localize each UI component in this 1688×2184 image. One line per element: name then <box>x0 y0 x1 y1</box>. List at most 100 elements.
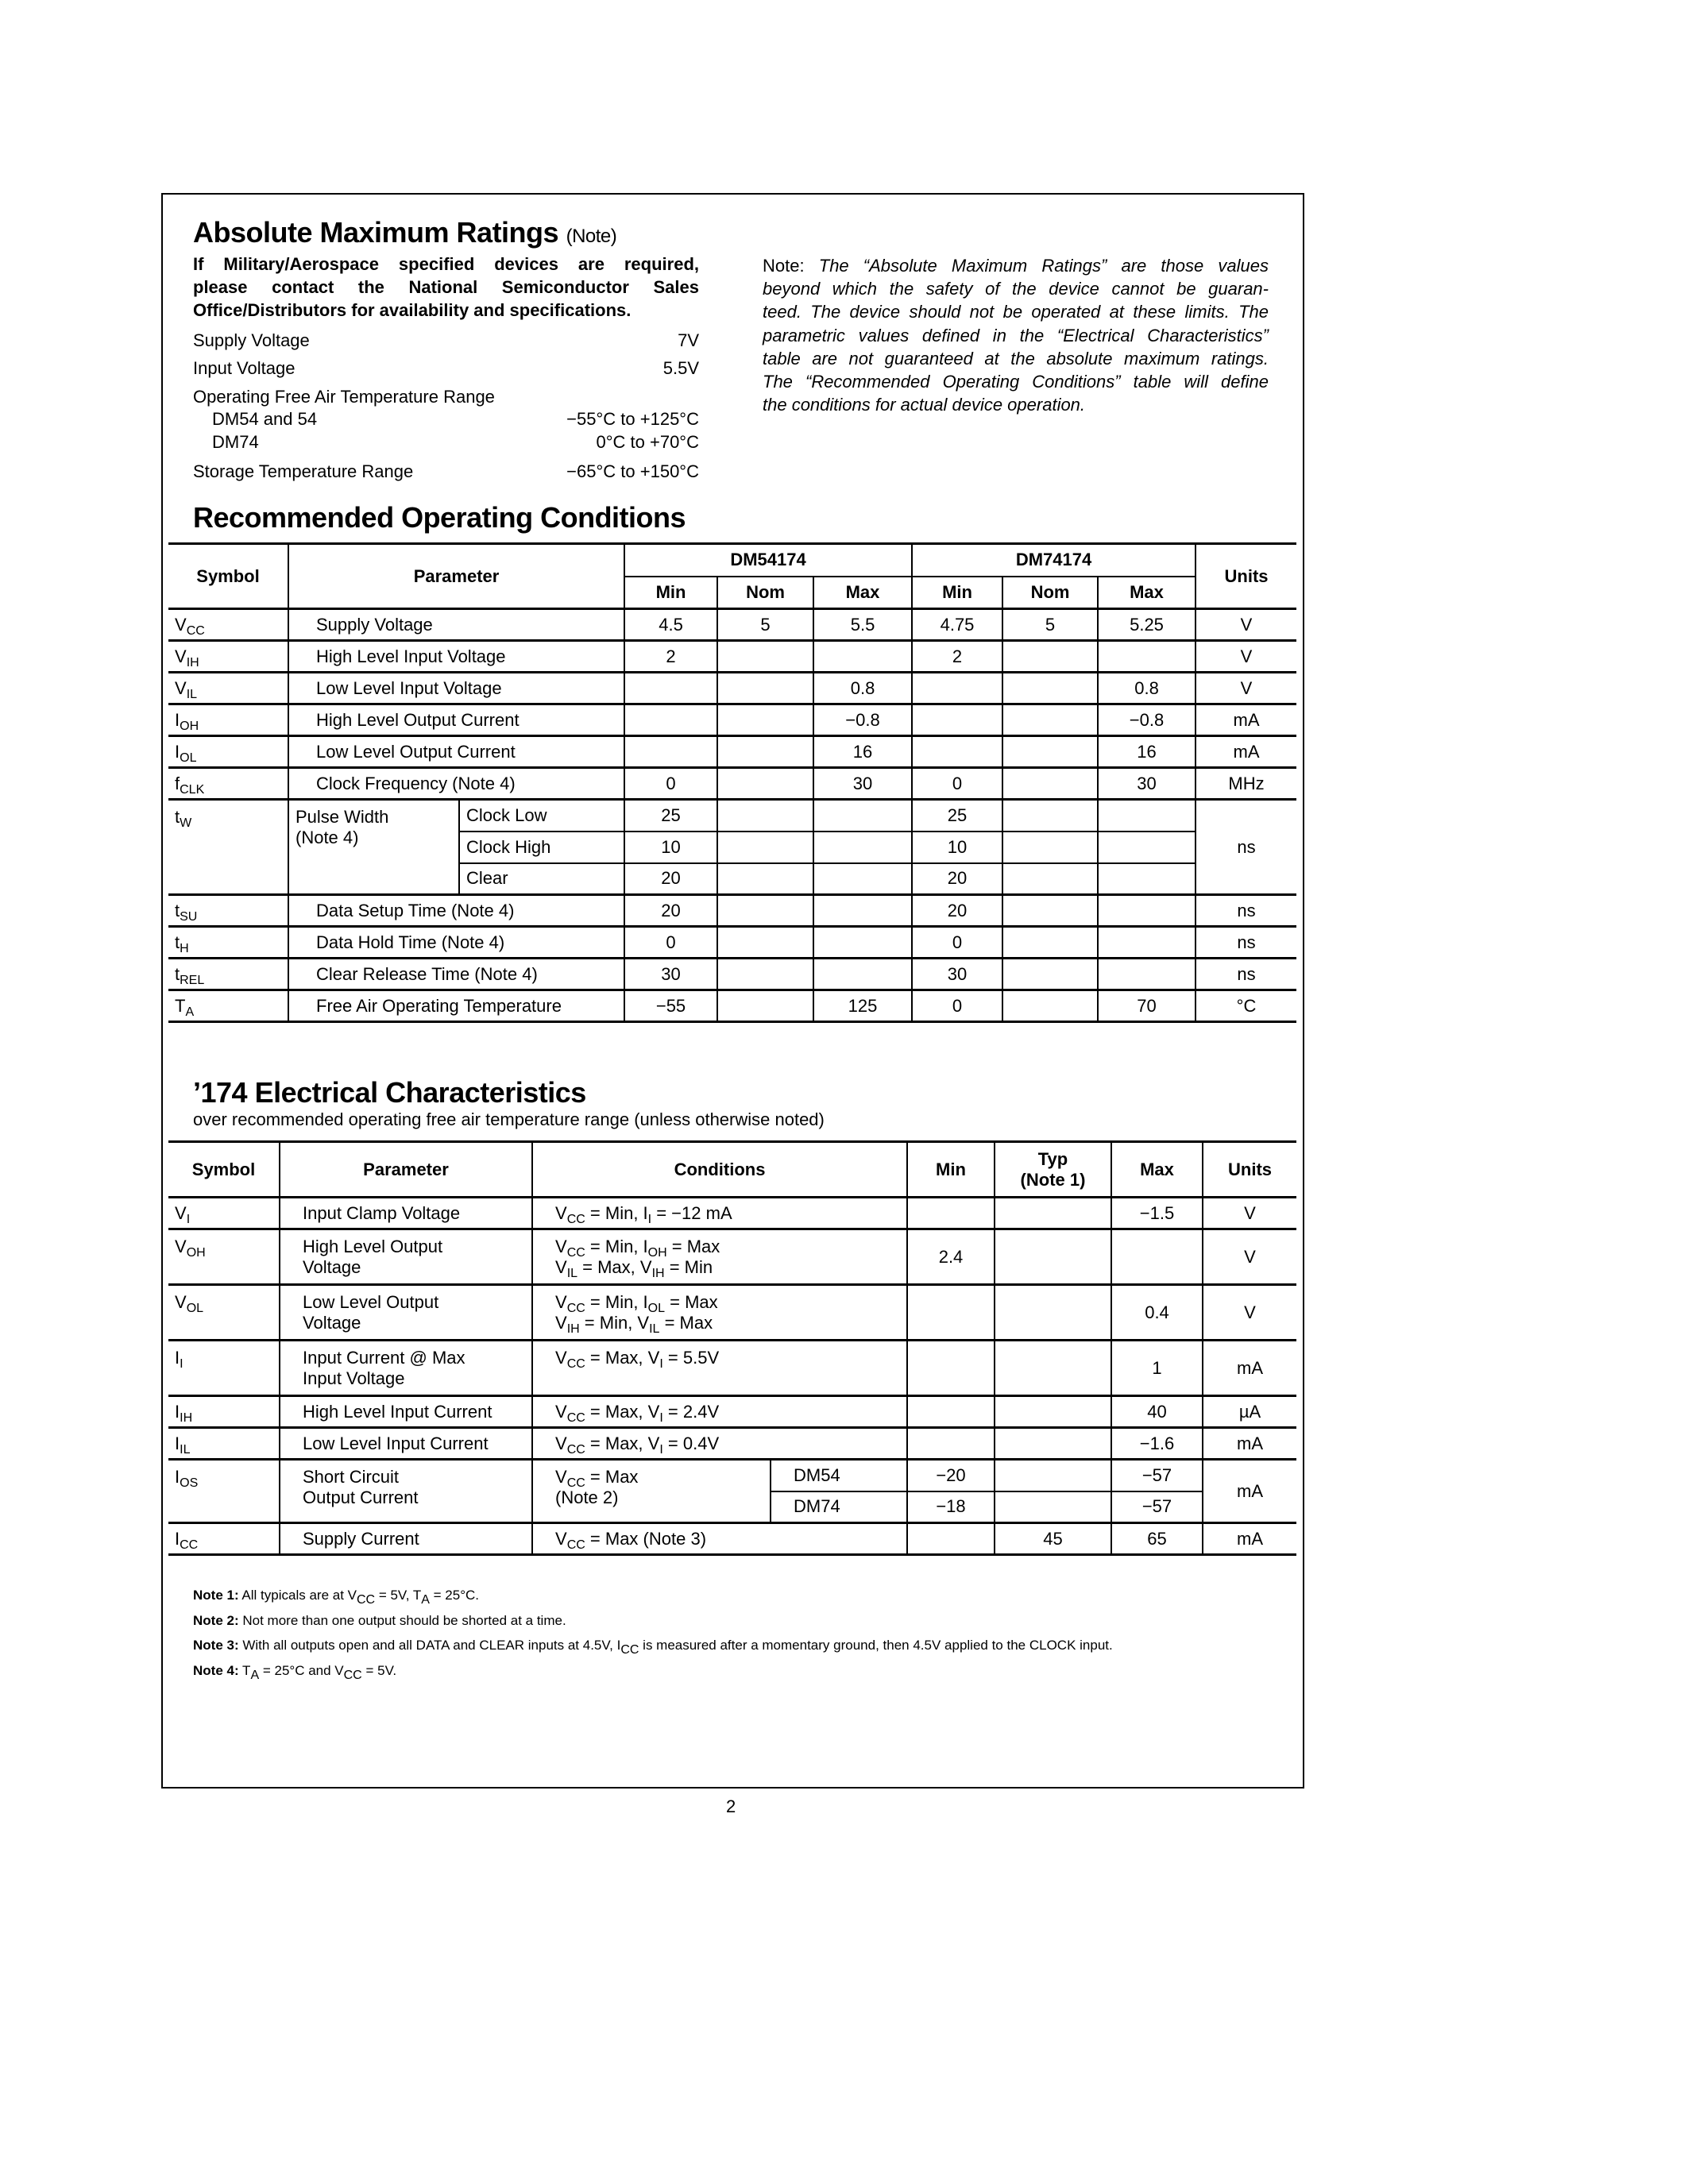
conditions-cell-line: VCC = Min, IOH = Max <box>555 1237 720 1260</box>
header-min: Min <box>906 1140 995 1198</box>
header-parameter: Parameter <box>287 542 626 610</box>
abs-max-item-label: Supply Voltage <box>193 330 310 350</box>
dm74-value <box>1097 830 1196 864</box>
header-max: Max <box>1097 575 1196 610</box>
units-cell: V <box>1195 639 1297 673</box>
abs-max-item-value: 5.5V <box>662 358 699 378</box>
dm74-value: 70 <box>1097 989 1197 1023</box>
typ-value <box>994 1395 1112 1429</box>
dm54-value <box>624 703 719 737</box>
dm54-value: 10 <box>624 830 719 864</box>
header-typ-line: (Note 1) <box>1020 1169 1086 1190</box>
typ-value: 45 <box>994 1522 1112 1556</box>
dm74-value <box>911 703 1004 737</box>
header-min: Min <box>911 575 1004 610</box>
dm54-value <box>813 798 914 832</box>
table-row: VOH High Level Output Voltage VCC = Min, IO… <box>168 1228 1296 1286</box>
symbol-cell: TA <box>168 989 289 1023</box>
parameter-cell: Free Air Operating Temperature <box>287 989 626 1023</box>
dm54-value: 0 <box>624 925 719 959</box>
conditions-cell-line: VCC = Max, VI = 5.5V <box>555 1348 720 1371</box>
dm74-value <box>911 671 1004 705</box>
min-value: −18 <box>906 1490 995 1524</box>
parameter-cell: High Level Output Current <box>287 703 626 737</box>
dm54-value: 16 <box>813 735 914 769</box>
dm54-value <box>717 671 815 705</box>
max-value: −1.6 <box>1111 1426 1203 1461</box>
max-value: 1 <box>1111 1339 1203 1397</box>
header-max: Max <box>1111 1140 1203 1198</box>
parameter-cell-line: Input Voltage <box>303 1368 405 1388</box>
dm74-value <box>1097 862 1196 896</box>
parameter-cell-line: Pulse Width <box>295 807 389 827</box>
min-value <box>906 1522 995 1556</box>
dm74-value <box>1002 703 1099 737</box>
dm74-value: 25 <box>911 798 1004 832</box>
note-label: Note 1: <box>193 1588 239 1603</box>
header-nom: Nom <box>1002 575 1099 610</box>
header-typ-line: Typ <box>1037 1148 1068 1169</box>
abs-max-item-label: Operating Free Air Temperature Range <box>193 387 495 407</box>
header-dm54174: DM54174 <box>624 542 914 577</box>
dm74-value: 4.75 <box>911 608 1004 642</box>
dm74-value: 20 <box>911 862 1004 896</box>
parameter-cell: Supply Current <box>279 1522 533 1556</box>
military-notice-1: If Military/Aerospace specified devices … <box>193 254 699 274</box>
header-max: Max <box>813 575 914 610</box>
dm54-value <box>717 989 815 1023</box>
abs-max-item-value: 0°C to +70°C <box>596 432 700 452</box>
conditions-cell-line: VCC = Max <box>555 1467 639 1490</box>
conditions-cell-line: VIL = Max, VIH = Min <box>555 1257 713 1280</box>
table-row: IOH High Level Output Current −0.8 −0.8 mA <box>168 703 1297 737</box>
max-value: −1.5 <box>1111 1196 1203 1230</box>
conditions-cell-line: VIH = Min, VIL = Max <box>555 1313 713 1336</box>
units-cell: V <box>1202 1283 1296 1341</box>
dm74-value <box>1002 989 1099 1023</box>
dm74-value <box>1002 735 1099 769</box>
abs-max-item-label: DM74 <box>212 432 259 452</box>
conditions-cell: VCC = Max (Note 2) <box>531 1458 771 1524</box>
typ-value <box>994 1339 1112 1397</box>
max-value: 65 <box>1111 1522 1203 1556</box>
note-text: Not more than one output should be short… <box>242 1612 566 1628</box>
military-notice-3: Office/Distributors for availability and… <box>193 300 632 320</box>
min-value <box>906 1339 995 1397</box>
dm74-value: 16 <box>1097 735 1197 769</box>
symbol-cell: IOS <box>168 1458 280 1524</box>
symbol-cell: tH <box>168 925 289 959</box>
symbol-cell: IIH <box>168 1395 280 1429</box>
typ-value <box>994 1283 1112 1341</box>
dm74-value: 5 <box>1002 608 1099 642</box>
rec-title: Recommended Operating Conditions <box>193 501 686 534</box>
conditions-cell: VCC = Min, II = −12 mA <box>531 1196 908 1230</box>
min-value <box>906 1395 995 1429</box>
symbol-cell: IOL <box>168 735 289 769</box>
dm54-value: 20 <box>624 893 719 928</box>
dm54-value: 5.5 <box>813 608 914 642</box>
conditions-cell-line: VCC = Max, VI = 2.4V <box>555 1401 720 1425</box>
table-row: TA Free Air Operating Temperature −55 125 0 7… <box>168 989 1297 1023</box>
dm54-value <box>717 957 815 991</box>
device-cell: DM54 <box>770 1458 908 1492</box>
dm54-value <box>813 957 914 991</box>
header-symbol: Symbol <box>168 1140 280 1198</box>
header-nom: Nom <box>717 575 815 610</box>
dm54-value <box>717 830 815 864</box>
units-cell: mA <box>1202 1339 1296 1397</box>
symbol-cell: VIL <box>168 671 289 705</box>
dm54-value <box>813 925 914 959</box>
parameter-cell-line: (Note 4) <box>295 828 359 847</box>
dm54-value <box>624 671 719 705</box>
dm54-value <box>717 639 815 673</box>
dm74-value <box>1002 671 1099 705</box>
table-row: DM74 −18 −57 <box>168 1490 1296 1524</box>
dm54-value <box>717 766 815 801</box>
abs-max-title: Absolute Maximum Ratings (Note) <box>193 216 617 249</box>
dm54-value: 20 <box>624 862 719 896</box>
dm74-value <box>1002 766 1099 801</box>
abs-max-item-label: DM54 and 54 <box>212 409 318 429</box>
military-notice-2: please contact the National Semiconducto… <box>193 277 699 297</box>
parameter-cell-line: Low Level Input Current <box>303 1433 489 1453</box>
min-value <box>906 1283 995 1341</box>
dm54-value <box>717 893 815 928</box>
